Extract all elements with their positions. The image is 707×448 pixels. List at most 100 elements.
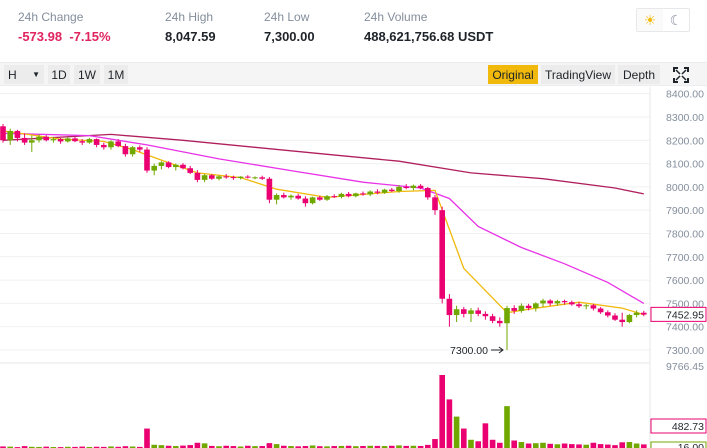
min-price-annotation: 7300.00 <box>450 345 488 357</box>
candle-body <box>165 162 172 168</box>
volume-bar <box>569 444 575 448</box>
interval-1d-button[interactable]: 1D <box>48 65 70 84</box>
volume-bar <box>561 443 568 448</box>
candle-body <box>518 305 525 311</box>
candle-body <box>108 141 114 148</box>
volume-bar <box>259 446 265 448</box>
volume-bar <box>403 445 409 448</box>
stat-24h-change: 24h Change -573.98 -7.15% <box>18 10 111 44</box>
candle-body <box>36 136 42 141</box>
volume-bar <box>432 439 438 448</box>
candle-body <box>367 191 373 195</box>
volume-bar <box>187 445 193 448</box>
price-tick-label: 8100.00 <box>666 159 704 171</box>
volume-bar <box>439 375 445 448</box>
view-depth-button[interactable]: Depth <box>618 65 660 84</box>
price-tick-label: 7300.00 <box>666 345 704 357</box>
volume-bar <box>576 444 582 448</box>
candle-body <box>72 138 78 142</box>
fullscreen-icon[interactable] <box>672 66 690 84</box>
volume-bar <box>165 445 172 448</box>
stat-label: 24h Low <box>264 10 310 24</box>
interval-1m-button[interactable]: 1M <box>104 65 128 84</box>
stat-label: 24h Volume <box>364 10 428 24</box>
volume-bar <box>209 445 215 448</box>
volume-bar <box>389 445 395 448</box>
price-axis: 8400.00 8300.00 8200.00 8100.00 8000.00 7900.… <box>649 87 707 448</box>
volume-second-label: 16.00 <box>678 442 704 448</box>
candle-body <box>576 304 582 307</box>
candle-body <box>533 303 539 309</box>
volume-bar <box>367 445 373 448</box>
candle-body <box>633 312 640 316</box>
candle-body <box>453 309 460 316</box>
volume-bar <box>317 446 323 448</box>
candle-body <box>345 193 352 197</box>
candle-body <box>237 176 244 179</box>
volume-bar <box>108 446 114 448</box>
candle-body <box>144 149 150 171</box>
candle-body <box>489 316 496 321</box>
candle-body <box>216 176 222 179</box>
candle-body <box>583 305 589 307</box>
candle-body <box>194 172 201 180</box>
volume-bar <box>345 445 352 448</box>
volume-bar <box>626 442 633 448</box>
candle-body <box>619 319 625 323</box>
moon-icon[interactable]: ☾ <box>669 11 683 28</box>
price-chart[interactable]: 8400.00 8300.00 8200.00 8100.00 8000.00 7900.… <box>0 87 707 448</box>
volume-bar <box>605 444 611 448</box>
stat-24h-low: 24h Low 7,300.00 <box>264 10 315 44</box>
volume-bar <box>266 443 273 448</box>
volume-bar <box>65 446 71 448</box>
candle-body <box>432 197 438 211</box>
stat-label: 24h Change <box>18 10 84 24</box>
volume-bar <box>547 443 553 448</box>
candle-body <box>0 126 6 141</box>
volume-bar <box>374 445 381 448</box>
volume-bar <box>252 446 258 448</box>
candle-body <box>641 312 647 315</box>
candle-body <box>223 176 229 178</box>
candle-body <box>86 139 93 143</box>
candle-body <box>482 313 489 317</box>
candle-body <box>302 198 309 204</box>
volume-bar <box>72 446 78 448</box>
candle-body <box>173 164 179 168</box>
volume-bar <box>230 446 237 448</box>
candle-body <box>317 197 323 200</box>
volume-bar <box>0 446 6 448</box>
volume-bar <box>79 446 85 448</box>
volume-bar <box>417 445 424 448</box>
ma-long-line <box>2 133 644 195</box>
candle-body <box>439 210 445 299</box>
candle-body <box>461 309 467 314</box>
volume-bar <box>590 442 597 448</box>
candle-body <box>475 310 481 314</box>
price-tick-label: 8200.00 <box>666 135 704 147</box>
volume-bar <box>410 445 417 448</box>
price-tick-label: 7600.00 <box>666 275 704 287</box>
candle-body <box>14 130 21 138</box>
candle-body <box>396 186 402 192</box>
volume-bar <box>129 446 136 448</box>
candle-body <box>389 189 395 192</box>
candle-body <box>338 193 345 197</box>
candle-body <box>29 140 35 143</box>
volume-bar <box>353 446 359 448</box>
view-tradingview-button[interactable]: TradingView <box>541 65 615 84</box>
volume-bar <box>497 442 503 448</box>
price-axis-panel <box>650 87 707 448</box>
candle-body <box>511 308 517 311</box>
interval-1w-button[interactable]: 1W <box>74 65 100 84</box>
interval-dropdown[interactable]: H ▼ <box>4 65 44 84</box>
sun-icon[interactable]: ☀ <box>637 9 663 31</box>
price-tick-label: 7700.00 <box>666 252 704 264</box>
volume-bar <box>597 444 604 448</box>
view-original-button[interactable]: Original <box>488 65 538 84</box>
candle-body <box>65 138 71 142</box>
volume-bar <box>151 444 157 448</box>
candle-body <box>605 312 611 316</box>
volume-max-label: 9766.45 <box>666 361 704 373</box>
stat-value: 8,047.59 <box>165 29 216 44</box>
